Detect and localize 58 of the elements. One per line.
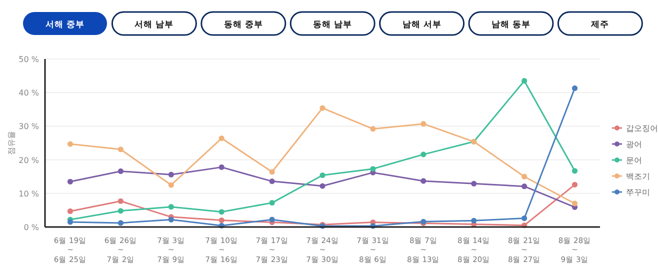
legend-label: 광어: [626, 140, 642, 149]
text: 남해 동부: [492, 20, 530, 30]
point: [118, 208, 124, 214]
point: [420, 178, 426, 184]
point: [320, 105, 326, 111]
point: [168, 172, 174, 178]
y-axis-title: 점유율: [7, 131, 16, 155]
text: 제주: [590, 20, 610, 30]
point: [118, 198, 124, 204]
y-tick-label: 10 %: [18, 189, 40, 198]
y-tick-label: 30 %: [18, 122, 40, 132]
point: [471, 218, 477, 224]
legend-label: 쭈꾸미: [626, 188, 650, 197]
point: [269, 216, 275, 222]
text: 동해 남부: [313, 20, 352, 30]
point: [67, 178, 74, 184]
point: [218, 164, 224, 170]
point: [522, 174, 528, 180]
point: [269, 178, 275, 184]
text: 서해 남부: [134, 20, 174, 30]
point: [67, 219, 74, 225]
point: [218, 209, 224, 215]
point: [420, 152, 426, 158]
y-tick-label: 0 %: [24, 223, 40, 232]
point: [572, 168, 578, 174]
point: [420, 121, 426, 127]
point: [269, 169, 275, 175]
point: [168, 182, 174, 188]
point: [320, 183, 326, 189]
point: [118, 146, 124, 152]
point: [67, 208, 74, 214]
legend-label: 백조기: [626, 172, 650, 181]
point: [572, 182, 578, 188]
point: [471, 180, 477, 186]
point: [370, 126, 376, 132]
point: [320, 172, 326, 178]
y-tick-label: 40 %: [18, 88, 40, 98]
point: [370, 166, 376, 172]
point: [67, 141, 74, 147]
y-tick-label: 20 %: [18, 156, 40, 165]
point: [572, 200, 578, 206]
point: [522, 184, 528, 190]
point: [118, 168, 124, 174]
legend-label: 문어: [626, 156, 642, 165]
point: [168, 216, 174, 222]
point: [572, 85, 578, 92]
text: 동해 중부: [224, 20, 263, 30]
legend-label: 갑오징어: [626, 124, 658, 133]
point: [269, 200, 275, 206]
point: [218, 217, 224, 224]
point: [522, 215, 528, 222]
y-tick-label: 50 %: [18, 55, 40, 64]
point: [168, 204, 174, 210]
point: [118, 220, 124, 226]
point: [218, 135, 224, 142]
text: 남해 서부: [402, 20, 442, 30]
point: [522, 78, 528, 84]
text: 서해 중부: [46, 20, 84, 30]
